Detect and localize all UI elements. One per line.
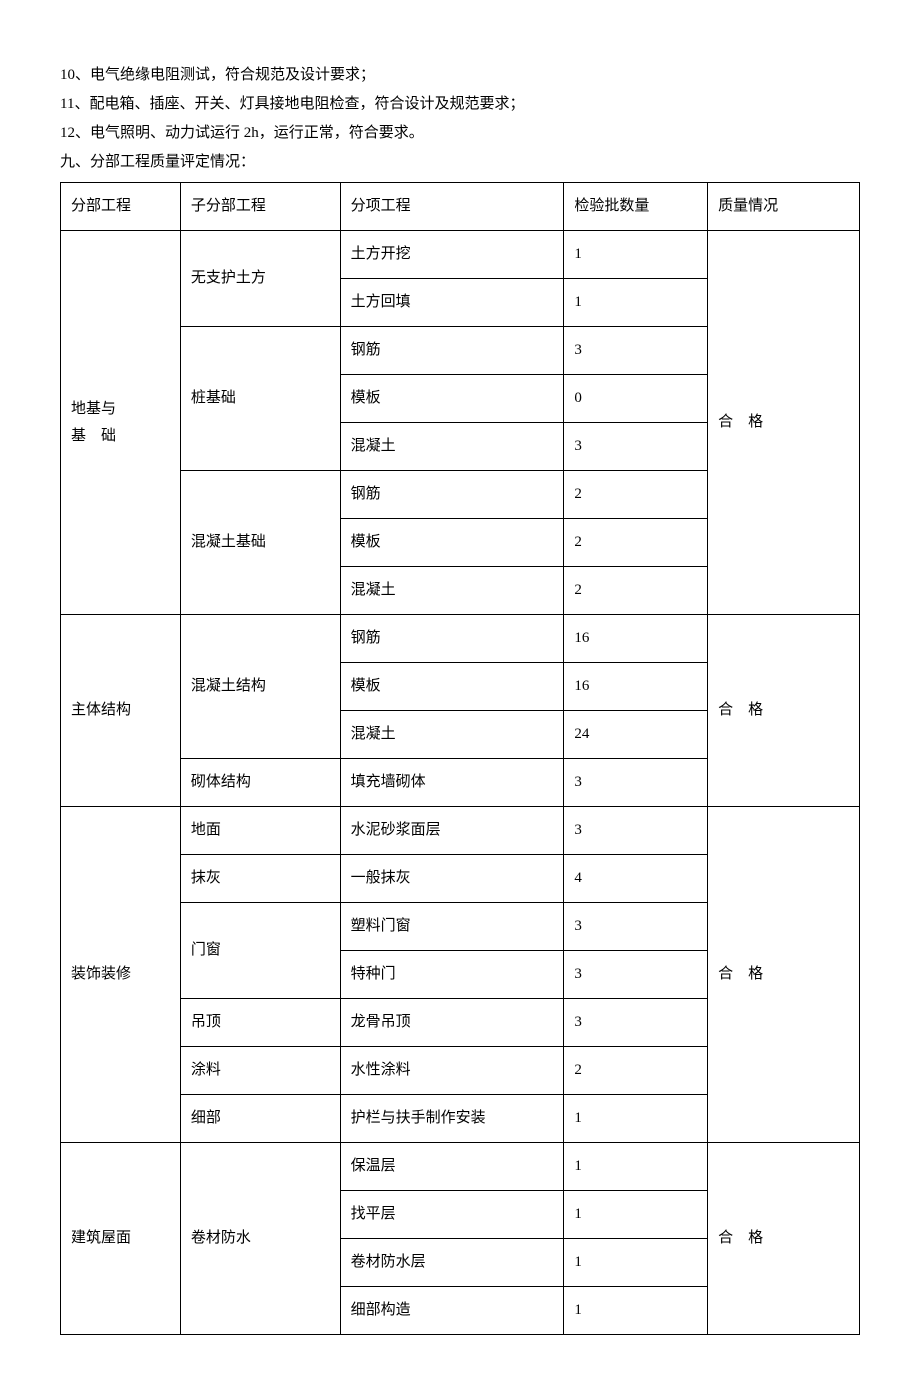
header-col2: 子分部工程: [180, 183, 340, 231]
item-qty: 1: [564, 1143, 708, 1191]
subsection-name: 桩基础: [180, 327, 340, 471]
subsection-name: 吊顶: [180, 999, 340, 1047]
intro-line-11: 11、配电箱、插座、开关、灯具接地电阻检查，符合设计及规范要求；: [60, 91, 860, 118]
item-name: 填充墙砌体: [340, 759, 564, 807]
subsection-name: 砌体结构: [180, 759, 340, 807]
item-qty: 3: [564, 999, 708, 1047]
section-name-line1: 地基与: [71, 396, 170, 423]
item-name: 水泥砂浆面层: [340, 807, 564, 855]
item-qty: 1: [564, 1287, 708, 1335]
item-name: 特种门: [340, 951, 564, 999]
item-qty: 16: [564, 615, 708, 663]
item-qty: 1: [564, 1191, 708, 1239]
item-name: 钢筋: [340, 615, 564, 663]
subsection-name: 涂料: [180, 1047, 340, 1095]
item-name: 钢筋: [340, 327, 564, 375]
subsection-name: 地面: [180, 807, 340, 855]
header-col4: 检验批数量: [564, 183, 708, 231]
item-qty: 3: [564, 951, 708, 999]
item-name: 卷材防水层: [340, 1239, 564, 1287]
intro-line-10: 10、电气绝缘电阻测试，符合规范及设计要求；: [60, 62, 860, 89]
header-col1: 分部工程: [61, 183, 181, 231]
quality-table: 分部工程 子分部工程 分项工程 检验批数量 质量情况 地基与 基 础 无支护土方…: [60, 182, 860, 1335]
section-title: 九、分部工程质量评定情况：: [60, 149, 860, 176]
table-row: 地基与 基 础 无支护土方 土方开挖 1 合 格: [61, 231, 860, 279]
item-qty: 2: [564, 471, 708, 519]
item-name: 模板: [340, 663, 564, 711]
intro-line-12: 12、电气照明、动力试运行 2h，运行正常，符合要求。: [60, 120, 860, 147]
item-qty: 3: [564, 903, 708, 951]
header-col5: 质量情况: [708, 183, 860, 231]
item-name: 混凝土: [340, 567, 564, 615]
item-qty: 2: [564, 519, 708, 567]
item-qty: 2: [564, 567, 708, 615]
item-qty: 1: [564, 1095, 708, 1143]
item-name: 模板: [340, 375, 564, 423]
item-qty: 3: [564, 807, 708, 855]
section-name: 主体结构: [61, 615, 181, 807]
subsection-name: 抹灰: [180, 855, 340, 903]
table-row: 装饰装修 地面 水泥砂浆面层 3 合 格: [61, 807, 860, 855]
quality-status: 合 格: [708, 231, 860, 615]
item-qty: 1: [564, 1239, 708, 1287]
item-name: 塑料门窗: [340, 903, 564, 951]
item-name: 水性涂料: [340, 1047, 564, 1095]
section-name: 地基与 基 础: [61, 231, 181, 615]
item-qty: 2: [564, 1047, 708, 1095]
subsection-name: 无支护土方: [180, 231, 340, 327]
section-name: 装饰装修: [61, 807, 181, 1143]
item-name: 龙骨吊顶: [340, 999, 564, 1047]
header-col3: 分项工程: [340, 183, 564, 231]
item-qty: 4: [564, 855, 708, 903]
subsection-name: 混凝土基础: [180, 471, 340, 615]
item-name: 土方回填: [340, 279, 564, 327]
item-name: 保温层: [340, 1143, 564, 1191]
subsection-name: 门窗: [180, 903, 340, 999]
item-qty: 3: [564, 423, 708, 471]
subsection-name: 细部: [180, 1095, 340, 1143]
quality-status: 合 格: [708, 807, 860, 1143]
item-name: 混凝土: [340, 711, 564, 759]
subsection-name: 卷材防水: [180, 1143, 340, 1335]
section-name: 建筑屋面: [61, 1143, 181, 1335]
subsection-name: 混凝土结构: [180, 615, 340, 759]
quality-status: 合 格: [708, 1143, 860, 1335]
item-qty: 16: [564, 663, 708, 711]
item-qty: 3: [564, 759, 708, 807]
item-qty: 3: [564, 327, 708, 375]
item-name: 钢筋: [340, 471, 564, 519]
item-name: 一般抹灰: [340, 855, 564, 903]
table-row: 建筑屋面 卷材防水 保温层 1 合 格: [61, 1143, 860, 1191]
table-header-row: 分部工程 子分部工程 分项工程 检验批数量 质量情况: [61, 183, 860, 231]
item-qty: 24: [564, 711, 708, 759]
quality-status: 合 格: [708, 615, 860, 807]
item-name: 找平层: [340, 1191, 564, 1239]
item-qty: 1: [564, 279, 708, 327]
table-row: 主体结构 混凝土结构 钢筋 16 合 格: [61, 615, 860, 663]
section-name-line2: 基 础: [71, 423, 170, 450]
item-name: 混凝土: [340, 423, 564, 471]
item-name: 护栏与扶手制作安装: [340, 1095, 564, 1143]
item-name: 细部构造: [340, 1287, 564, 1335]
item-name: 土方开挖: [340, 231, 564, 279]
item-name: 模板: [340, 519, 564, 567]
item-qty: 1: [564, 231, 708, 279]
item-qty: 0: [564, 375, 708, 423]
